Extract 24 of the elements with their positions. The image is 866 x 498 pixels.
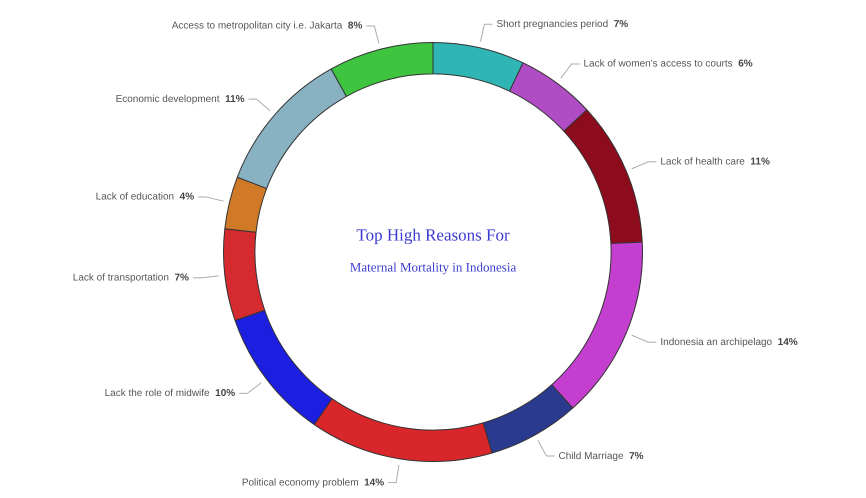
slice-label: Short pregnancies period [496,18,614,30]
data-label: 7% [614,18,628,30]
slice-label: Lack of education [96,192,180,203]
data-label: 10% [215,388,236,400]
data-label: 7% [629,450,644,462]
text: Top High Reasons For [356,225,510,244]
slice-label: Access to metropolitan city i.e. Jakarta [172,20,348,32]
data-label: 14% [778,336,798,348]
data-label: 4% [180,192,194,203]
data-label: 8% [348,20,362,32]
slice-label: Political economy problem [242,477,364,488]
slice-label: Economic development [116,94,226,105]
slice-label: Indonesia an archipelago [660,336,778,348]
slice-label: Lack of health care [660,156,750,168]
data-label: 11% [225,94,245,105]
slice-label: Lack the role of midwife [104,388,216,400]
data-label: 6% [738,58,753,70]
data-label: 7% [174,272,190,284]
text: Maternal Mortality in Indonesia [350,259,516,274]
slice-label: Child Marriage [558,450,630,462]
slice-label: Lack of transportation [72,272,174,284]
data-label: 11% [750,156,770,168]
data-label: 14% [364,477,384,488]
slice-label: Lack of women's access to courts [583,58,738,70]
